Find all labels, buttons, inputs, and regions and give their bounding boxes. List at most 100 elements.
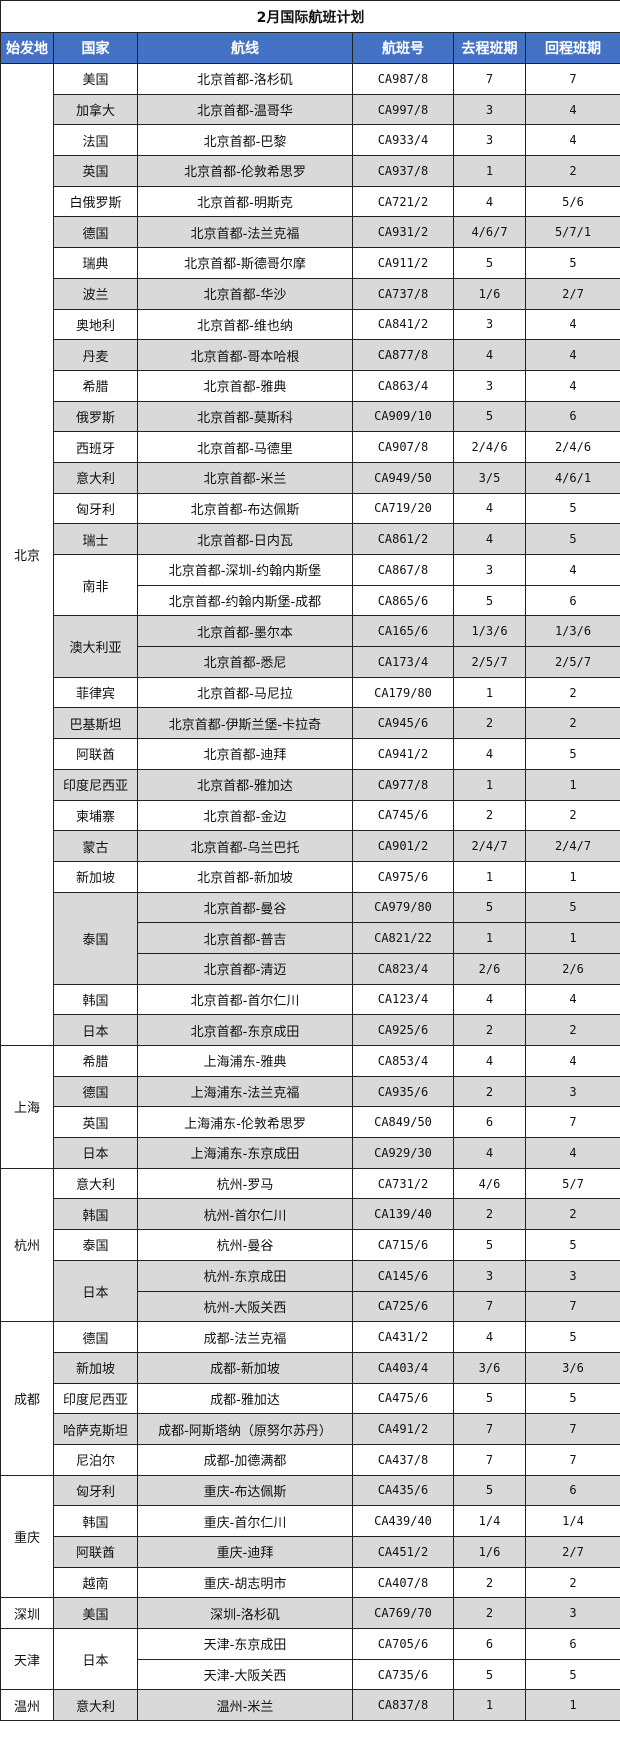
outbound-days-cell: 3	[453, 124, 526, 157]
country-cell: 意大利	[53, 461, 138, 494]
route-cell: 温州-米兰	[137, 1689, 353, 1722]
table-row: 天津-大阪关西 CA735/6 5 5	[1, 1658, 620, 1691]
return-days-cell: 5	[525, 1382, 620, 1415]
outbound-days-cell: 1	[453, 860, 526, 893]
country-cell: 白俄罗斯	[53, 185, 138, 218]
origin-cell: 成都	[0, 1321, 54, 1476]
return-days-cell: 2	[525, 1566, 620, 1599]
country-cell: 西班牙	[53, 431, 138, 463]
flight-number-cell: CA491/2	[352, 1413, 454, 1445]
return-days-cell: 1/4	[525, 1505, 620, 1537]
table-row: 法国 北京首都-巴黎 CA933/4 3 4	[1, 124, 620, 157]
outbound-days-cell: 4	[453, 983, 526, 1016]
flight-number-cell: CA407/8	[352, 1566, 454, 1599]
outbound-days-cell: 1	[453, 676, 526, 709]
table-row: 北京 美国 北京首都-洛杉矶 CA987/8 7 7	[0, 63, 620, 1046]
country-cell: 南非	[53, 553, 138, 617]
return-days-cell: 2/7	[525, 1536, 620, 1568]
outbound-days-cell: 1/3/6	[453, 615, 526, 648]
table-row: 成都 德国 成都-法兰克福 CA431/2 4 5	[0, 1321, 620, 1476]
country-cell: 奥地利	[53, 308, 138, 341]
country-cell: 巴基斯坦	[53, 707, 138, 740]
table-row: 日本 杭州-东京成田 CA145/6 3 3	[1, 1259, 620, 1323]
table-row: 匈牙利 北京首都-布达佩斯 CA719/20 4 5	[1, 492, 620, 525]
return-days-cell: 6	[525, 1474, 620, 1507]
route-cell: 北京首都-金边	[137, 799, 353, 832]
country-cell: 美国	[53, 1597, 138, 1630]
country-cell: 哈萨克斯坦	[53, 1413, 138, 1445]
outbound-days-cell: 5	[453, 247, 526, 279]
route-cell: 深圳-洛杉矶	[137, 1597, 353, 1630]
country-cell: 韩国	[53, 1198, 138, 1231]
table-row: 哈萨克斯坦 成都-阿斯塔纳（原努尔苏丹） CA491/2 7 7	[1, 1413, 620, 1445]
flight-number-cell: CA865/6	[352, 584, 454, 617]
outbound-days-cell: 2	[453, 1198, 526, 1231]
outbound-days-cell: 2/5/7	[453, 646, 526, 678]
return-days-cell: 2	[525, 155, 620, 187]
flight-number-cell: CA937/8	[352, 155, 454, 187]
route-cell: 北京首都-莫斯科	[137, 400, 353, 433]
outbound-days-cell: 1	[453, 1689, 526, 1722]
route-cell: 北京首都-米兰	[137, 461, 353, 494]
return-days-cell: 5/7/1	[525, 216, 620, 249]
header-country: 国家	[53, 32, 138, 64]
country-cell: 新加坡	[53, 860, 138, 893]
route-cell: 北京首都-首尔仁川	[137, 983, 353, 1016]
route-cell: 北京首都-墨尔本	[137, 615, 353, 648]
country-cell: 印度尼西亚	[53, 768, 138, 801]
table-row: 杭州-大阪关西 CA725/6 7 7	[1, 1290, 620, 1323]
outbound-days-cell: 4	[453, 492, 526, 525]
table-row: 澳大利亚 北京首都-墨尔本 CA165/6 1/3/6 1/3/6	[1, 615, 620, 678]
route-cell: 北京首都-明斯克	[137, 185, 353, 218]
route-cell: 天津-东京成田	[137, 1628, 353, 1660]
route-cell: 重庆-首尔仁川	[137, 1505, 353, 1537]
outbound-days-cell: 7	[453, 1290, 526, 1323]
table-row: 深圳 美国 深圳-洛杉矶 CA769/70 2 3	[0, 1597, 620, 1630]
outbound-days-cell: 3	[453, 308, 526, 341]
outbound-days-cell: 4	[453, 1045, 526, 1077]
table-row: 北京首都-清迈 CA823/4 2/6 2/6	[1, 952, 620, 985]
return-days-cell: 6	[525, 400, 620, 433]
return-days-cell: 5	[525, 1229, 620, 1261]
route-cell: 北京首都-曼谷	[137, 891, 353, 924]
country-cell: 希腊	[53, 1045, 138, 1077]
outbound-days-cell: 7	[453, 1413, 526, 1445]
flight-number-cell: CA721/2	[352, 185, 454, 218]
flight-number-cell: CA901/2	[352, 830, 454, 862]
outbound-days-cell: 6	[453, 1106, 526, 1139]
flight-number-cell: CA977/8	[352, 768, 454, 801]
outbound-days-cell: 5	[453, 891, 526, 924]
route-cell: 北京首都-温哥华	[137, 93, 353, 126]
flight-number-cell: CA475/6	[352, 1382, 454, 1415]
table-row: 瑞典 北京首都-斯德哥尔摩 CA911/2 5 5	[1, 247, 620, 279]
flight-number-cell: CA769/70	[352, 1597, 454, 1630]
table-row: 瑞士 北京首都-日内瓦 CA861/2 4 5	[1, 523, 620, 555]
return-days-cell: 4/6/1	[525, 461, 620, 494]
flight-number-cell: CA925/6	[352, 1014, 454, 1046]
flight-number-cell: CA987/8	[352, 63, 454, 95]
flight-number-cell: CA821/22	[352, 922, 454, 954]
header-origin: 始发地	[0, 32, 54, 64]
country-cell: 瑞典	[53, 247, 138, 279]
route-cell: 北京首都-马尼拉	[137, 676, 353, 709]
country-cell: 匈牙利	[53, 492, 138, 525]
route-cell: 北京首都-悉尼	[137, 646, 353, 678]
return-days-cell: 1	[525, 922, 620, 954]
table-row: 西班牙 北京首都-马德里 CA907/8 2/4/6 2/4/6	[1, 431, 620, 463]
flight-number-cell: CA165/6	[352, 615, 454, 648]
country-cell: 意大利	[53, 1167, 138, 1200]
table-title: 2月国际航班计划	[0, 0, 620, 33]
outbound-days-cell: 4	[453, 339, 526, 371]
outbound-days-cell: 5	[453, 584, 526, 617]
return-days-cell: 4	[525, 983, 620, 1016]
table-row: 印度尼西亚 成都-雅加达 CA475/6 5 5	[1, 1382, 620, 1415]
country-cell: 日本	[53, 1628, 138, 1691]
route-cell: 杭州-东京成田	[137, 1259, 353, 1292]
route-cell: 北京首都-巴黎	[137, 124, 353, 157]
flight-number-cell: CA705/6	[352, 1628, 454, 1660]
outbound-days-cell: 7	[453, 63, 526, 95]
route-cell: 杭州-大阪关西	[137, 1290, 353, 1323]
outbound-days-cell: 6	[453, 1628, 526, 1660]
route-cell: 北京首都-伦敦希思罗	[137, 155, 353, 187]
table-row: 新加坡 北京首都-新加坡 CA975/6 1 1	[1, 860, 620, 893]
